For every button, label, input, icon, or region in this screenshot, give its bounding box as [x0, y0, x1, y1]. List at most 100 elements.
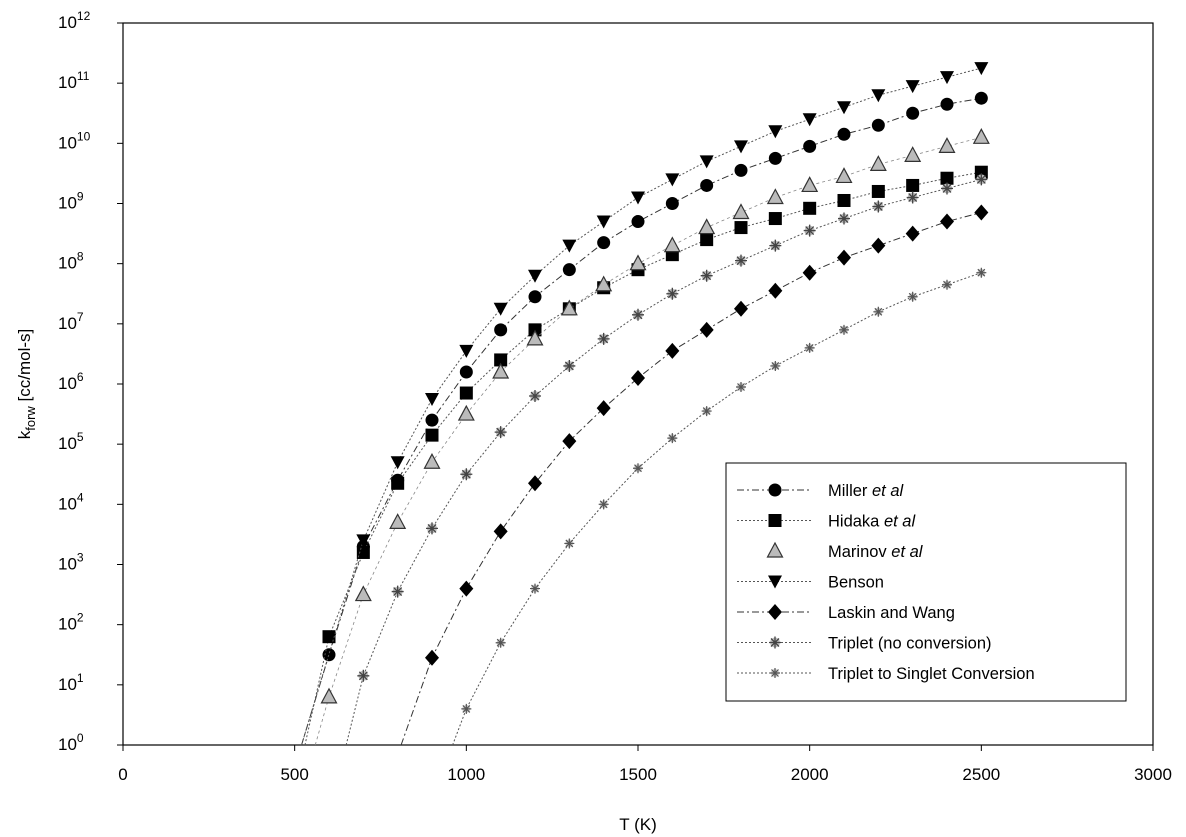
data-point [494, 426, 507, 439]
data-point [838, 212, 850, 225]
data-point [941, 182, 953, 195]
data-point [596, 215, 611, 229]
data-point [562, 433, 577, 450]
legend-item-laskin-and-wang: Laskin and Wang [737, 604, 955, 622]
legend-label: Marinov et al [828, 543, 924, 561]
data-point [837, 249, 851, 266]
data-point [391, 585, 404, 598]
data-point [871, 184, 885, 198]
data-point [940, 213, 954, 230]
data-point [663, 236, 681, 253]
y-tick-label: 103 [58, 551, 84, 574]
x-tick-label: 1500 [619, 765, 657, 784]
x-tick-label: 2500 [962, 765, 1000, 784]
x-tick-label: 0 [118, 765, 127, 784]
data-point [390, 456, 405, 470]
data-point [528, 290, 542, 304]
data-point [873, 306, 884, 317]
data-point [803, 201, 817, 215]
data-point [906, 178, 920, 192]
data-point [320, 687, 338, 704]
data-point [493, 523, 508, 540]
data-point [391, 476, 405, 490]
data-point [732, 203, 750, 220]
data-point [871, 118, 885, 132]
data-point [425, 393, 439, 407]
data-point [735, 254, 747, 267]
data-point [631, 369, 645, 386]
legend-marker [768, 514, 782, 527]
legend-label: Triplet to Singlet Conversion [828, 665, 1035, 683]
data-point [632, 308, 644, 321]
data-point [802, 264, 817, 281]
data-point [322, 648, 336, 662]
data-point [426, 522, 438, 535]
data-point [905, 225, 920, 242]
data-point [563, 359, 576, 372]
data-point [423, 452, 441, 469]
series-line-laskin-and-wang [400, 212, 982, 746]
data-point [768, 282, 783, 299]
data-point [734, 221, 748, 235]
data-point [837, 101, 851, 115]
data-point [595, 275, 613, 292]
data-point [459, 344, 474, 358]
y-tick-label: 1012 [58, 9, 91, 32]
series-triplet-to-singlet-conversion [452, 267, 987, 746]
data-point [425, 649, 439, 666]
data-point [667, 433, 678, 444]
data-point [699, 155, 714, 169]
data-point [768, 212, 782, 226]
data-point [802, 113, 817, 127]
data-point [425, 428, 439, 442]
data-point [459, 386, 473, 400]
data-point [494, 353, 508, 367]
data-point [596, 400, 611, 417]
x-tick-label: 1000 [447, 765, 485, 784]
legend-item-miller-et-al: Miller et al [737, 482, 905, 500]
legend-label: Miller et al [828, 482, 905, 500]
legend-item-benson: Benson [737, 574, 884, 592]
data-point [460, 468, 473, 481]
legend-marker [769, 636, 781, 649]
data-point [835, 167, 853, 184]
y-tick-label: 102 [58, 611, 84, 634]
data-point [356, 534, 371, 548]
data-point [530, 583, 540, 594]
data-point [871, 89, 886, 103]
data-point [940, 71, 954, 85]
data-point [803, 139, 817, 153]
data-point [322, 630, 336, 644]
data-point [803, 224, 816, 237]
series-layer [301, 62, 990, 746]
data-point [700, 178, 714, 192]
data-point [665, 197, 679, 210]
y-tick-label: 1011 [58, 69, 90, 92]
series-line-benson [301, 67, 982, 746]
data-point [907, 291, 918, 302]
data-point [804, 342, 815, 353]
data-point [562, 263, 576, 277]
data-point [734, 140, 748, 154]
y-axis-title: kforw [cc/mol-s] [15, 329, 38, 440]
data-point [562, 239, 577, 253]
y-tick-label: 1010 [58, 129, 91, 152]
x-axis-title: T (K) [619, 815, 656, 834]
y-tick-label: 105 [58, 430, 84, 453]
data-point [459, 580, 474, 597]
legend: Miller et al Hidaka et al Marinov et al Ben… [725, 462, 1127, 702]
data-point [700, 233, 714, 247]
data-point [976, 267, 987, 278]
data-point [975, 173, 988, 186]
data-point [492, 362, 510, 379]
series-line-triplet-no-conversion [345, 178, 982, 746]
data-point [389, 513, 407, 529]
legend-label: Hidaka et al [828, 513, 916, 531]
data-point [940, 97, 954, 111]
data-point [700, 269, 713, 282]
y-tick-label: 101 [58, 671, 84, 694]
series-laskin-and-wang [400, 204, 989, 746]
legend-label: Benson [828, 574, 884, 592]
data-point [770, 360, 781, 371]
series-triplet-no-conversion [345, 173, 988, 746]
